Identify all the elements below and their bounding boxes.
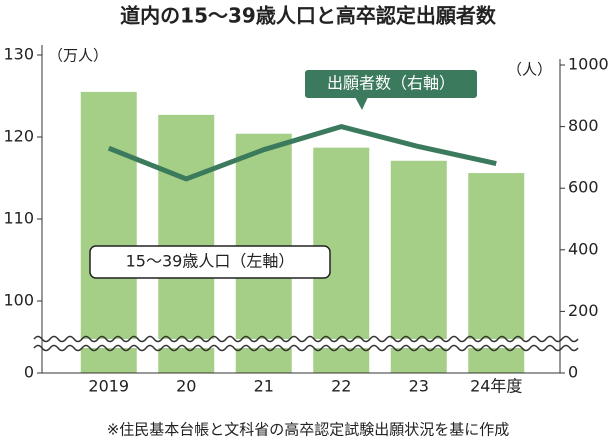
legend-box	[89, 245, 331, 279]
bar	[80, 91, 137, 374]
y2-tick-label: 200	[568, 301, 599, 320]
y-axis-label: （万人）	[48, 47, 108, 65]
x-tick-label: 20	[176, 377, 196, 396]
x-tick-label: 22	[331, 377, 351, 396]
legend-box	[305, 70, 477, 98]
axis-break	[33, 335, 579, 343]
legend-label: 15～39歳人口（左軸）	[126, 252, 295, 271]
y2-tick-label: 1000	[568, 55, 609, 74]
y-tick-label: 0	[24, 363, 34, 382]
y-tick-label: 110	[3, 209, 34, 228]
bar	[158, 114, 215, 374]
x-tick-label: 2019	[88, 377, 129, 396]
y2-tick-label: 0	[568, 363, 578, 382]
line	[107, 124, 497, 182]
legend-label: 出願者数（右軸）	[327, 74, 455, 93]
y-tick-label: 100	[3, 291, 34, 310]
axis-break	[33, 344, 579, 352]
overlay: 出願者数（右軸） 15～39歳人口（左軸）	[33, 70, 579, 352]
x-tick-label: 21	[254, 377, 274, 396]
y2-tick-label: 400	[568, 239, 599, 258]
x-tick-label: 24年度	[470, 377, 522, 396]
y2-tick-label: 600	[568, 178, 599, 197]
plot	[80, 91, 525, 374]
y-tick-label: 130	[3, 45, 34, 64]
chart-title: 道内の15～39歳人口と高卒認定出願者数	[120, 4, 497, 28]
note: ※住民基本台帳と文科省の高卒認定試験出願状況を基に作成	[107, 421, 510, 439]
y2-axis-label: （人）	[507, 61, 552, 79]
y2-tick-label: 800	[568, 116, 599, 135]
y-tick-label: 120	[3, 127, 34, 146]
axis-break-gap	[34, 339, 568, 348]
x-tick-label: 23	[409, 377, 429, 396]
legend-pointer	[355, 97, 368, 110]
